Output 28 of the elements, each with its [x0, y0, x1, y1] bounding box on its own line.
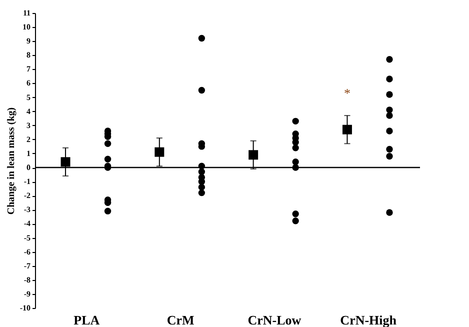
y-tick-label: -1: [24, 177, 30, 186]
y-tick-label: 4: [26, 106, 30, 116]
y-tick-label: 0: [26, 163, 30, 172]
x-tick-label: CrN-Low: [248, 312, 302, 327]
x-tick-label: CrN-High: [340, 312, 398, 327]
y-tick-label: -6: [24, 247, 30, 256]
y-tick-label: -7: [24, 261, 30, 270]
y-tick-label: -10: [20, 304, 30, 312]
annotation: *: [344, 86, 350, 101]
y-tick-label: 8: [26, 50, 30, 60]
y-tick-label: -5: [24, 233, 30, 242]
y-tick-label: 5: [26, 92, 30, 102]
y-axis-title: Change in lean mass (kg): [6, 107, 17, 215]
y-tick-label: -8: [24, 275, 30, 284]
y-tick-label: -2: [24, 191, 30, 200]
y-tick-label: 10: [22, 22, 30, 32]
x-tick-label: PLA: [74, 312, 100, 327]
y-tick-label: 6: [26, 78, 30, 88]
y-tick-label: 3: [26, 120, 30, 130]
y-tick-label: 2: [26, 134, 30, 144]
x-tick-label: CrM: [166, 312, 194, 327]
y-tick-label: 1: [26, 148, 30, 158]
y-tick-label: -9: [24, 289, 30, 298]
y-tick-label: -3: [24, 205, 30, 214]
y-tick-label: 11: [22, 8, 30, 18]
y-tick-label: -4: [24, 219, 30, 228]
y-tick-label: 9: [26, 36, 30, 46]
y-tick-label: 7: [26, 64, 30, 74]
